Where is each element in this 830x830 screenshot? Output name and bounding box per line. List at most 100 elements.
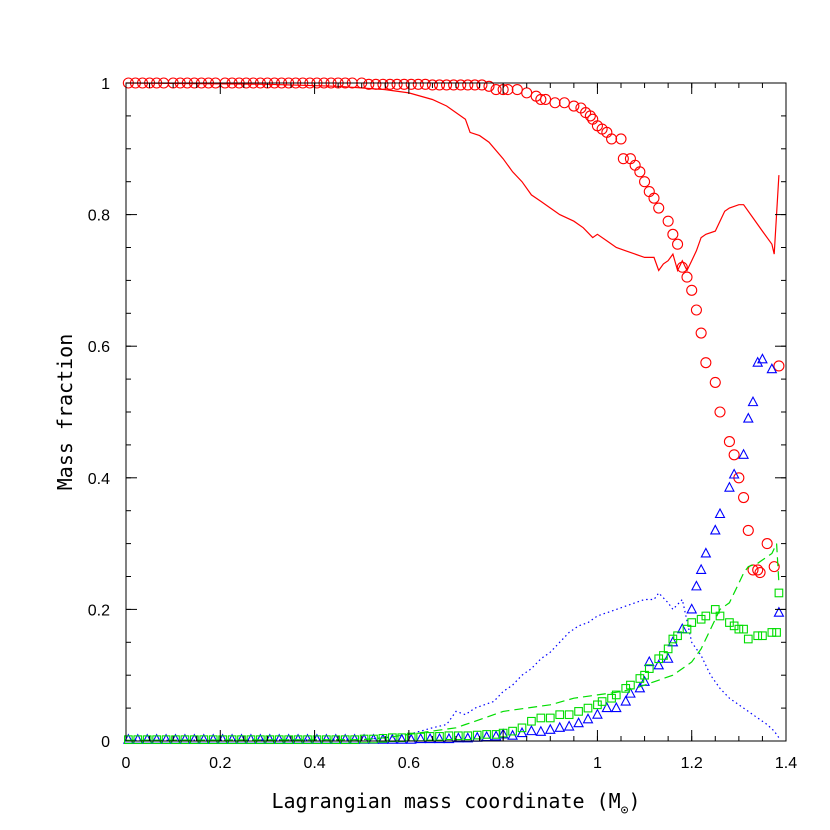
triangle-point — [563, 720, 575, 731]
square-point — [626, 680, 635, 690]
circle-point — [521, 87, 533, 99]
triangle-point — [620, 695, 632, 706]
series-square — [124, 588, 784, 745]
x-axis-label-close: ) — [628, 789, 640, 813]
square-point — [663, 644, 673, 654]
y-tick-label: 0 — [101, 734, 110, 751]
circle-point — [617, 153, 629, 165]
square-point — [425, 732, 435, 741]
series-line-dashed — [125, 543, 780, 741]
circle-point — [634, 166, 646, 178]
square-point — [767, 628, 777, 637]
triangle-point — [471, 731, 483, 742]
circle-point — [391, 78, 403, 90]
circle-point — [412, 78, 424, 90]
series-line-line-dashed — [125, 543, 780, 741]
triangle-point — [676, 622, 688, 634]
circle-point — [653, 202, 665, 214]
series-line-solid — [125, 82, 780, 273]
square-point — [218, 735, 227, 745]
x-tick-label: 1.2 — [681, 755, 703, 772]
y-tick-label: 1 — [101, 76, 110, 93]
x-axis-label-symbol: ⊙ — [621, 803, 629, 818]
triangle-point — [405, 733, 417, 744]
square-point — [208, 735, 218, 745]
square-point — [274, 735, 284, 745]
square-point — [180, 735, 190, 745]
circle-point — [584, 110, 596, 122]
circle-point — [643, 186, 655, 198]
triangle-point — [592, 708, 603, 719]
circle-point — [738, 491, 750, 504]
series-line-dotted — [125, 592, 780, 741]
x-axis-label: Lagrangian mass coordinate (M⊙) — [271, 789, 640, 818]
circle-point — [662, 215, 674, 227]
y-tick-label: 0.6 — [88, 339, 110, 356]
circle-point — [728, 449, 740, 461]
triangle-point — [481, 730, 493, 742]
square-point — [644, 664, 654, 673]
circle-point — [490, 84, 502, 96]
square-point — [124, 735, 133, 745]
square-point — [527, 716, 536, 726]
circle-point — [752, 564, 764, 576]
circle-point — [441, 79, 453, 91]
circle-point — [690, 304, 702, 316]
circle-point — [672, 238, 684, 250]
circle-point — [676, 261, 688, 273]
triangle-point — [490, 730, 502, 741]
circle-point — [377, 78, 389, 90]
chart-axes: 0 0.2 0.4 0.6 0.8 1 1.2 1.4 0 0.2 0.4 0.6 0.8 1 — [88, 76, 797, 772]
triangle-point — [554, 721, 566, 732]
square-point — [710, 605, 720, 614]
triangle-point — [662, 652, 674, 663]
square-point — [397, 733, 407, 743]
triangle-point — [738, 448, 749, 459]
circle-point — [462, 79, 474, 91]
square-point — [388, 733, 397, 743]
circle-point — [686, 284, 698, 296]
triangle-point — [535, 725, 547, 736]
triangle-point — [434, 732, 445, 744]
circle-point — [363, 78, 375, 90]
triangle-point — [757, 353, 768, 364]
circle-point — [629, 159, 641, 171]
triangle-point — [526, 724, 537, 736]
square-point — [227, 735, 237, 745]
x-tick-label: 0 — [122, 755, 131, 772]
square-point — [265, 735, 275, 745]
triangle-point — [724, 481, 735, 492]
circle-point — [700, 357, 712, 369]
square-point — [536, 713, 546, 723]
y-tick-label: 0.8 — [88, 208, 110, 225]
square-point — [190, 735, 199, 745]
triangle-point — [415, 732, 427, 744]
y-axis-label: Mass fraction — [53, 334, 77, 491]
triangle-point — [695, 563, 707, 574]
circle-point — [419, 78, 431, 90]
series-triangle — [122, 353, 785, 744]
square-point — [545, 713, 555, 723]
circle-point — [768, 561, 780, 573]
circle-point — [476, 79, 488, 91]
square-point — [739, 624, 748, 634]
square-point — [463, 731, 473, 741]
chart-marks — [122, 77, 785, 745]
square-point — [171, 735, 180, 745]
square-point — [293, 735, 303, 745]
square-point — [772, 628, 781, 637]
triangle-point — [773, 606, 785, 617]
series-circle — [122, 77, 785, 579]
square-point — [564, 710, 574, 720]
square-point — [687, 618, 697, 627]
triangle-point — [667, 636, 679, 647]
circle-point — [761, 538, 773, 550]
square-point — [199, 735, 209, 745]
circle-point — [723, 436, 735, 448]
square-point — [555, 710, 565, 720]
circle-point — [568, 100, 580, 112]
square-point — [715, 611, 725, 621]
square-point — [574, 707, 583, 716]
triangle-point — [610, 701, 622, 713]
